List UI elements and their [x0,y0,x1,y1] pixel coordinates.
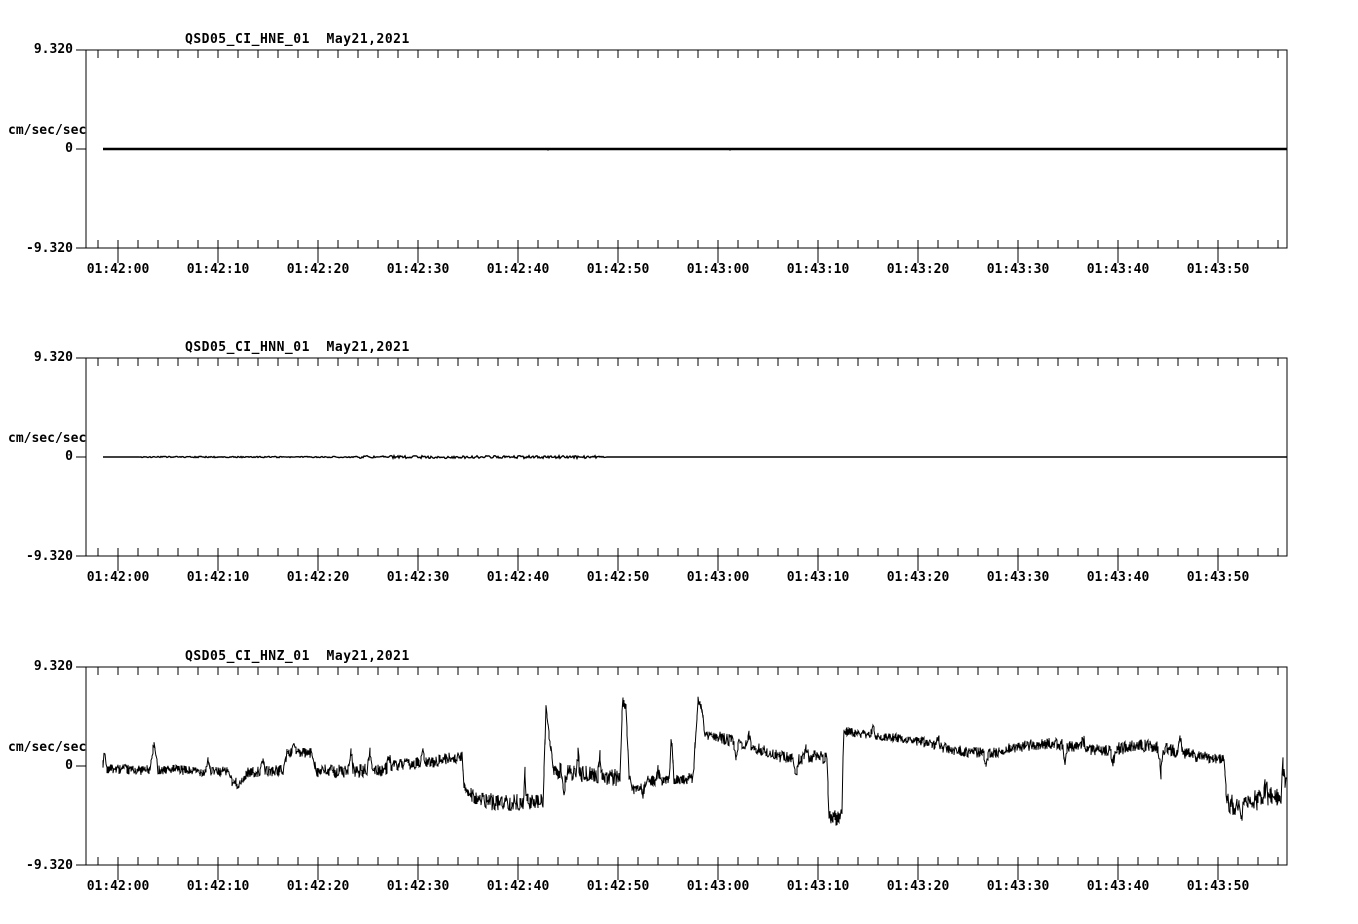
x-major-ticks [117,857,1219,880]
y-max-label: 9.320 [33,42,73,57]
x-tick-label: 01:42:20 [286,262,350,277]
y-unit-label: cm/sec/sec [8,431,87,446]
x-minor-ticks-bottom [97,240,1279,248]
x-axis-labels: 01:42:00 01:42:10 01:42:20 01:42:30 01:42:40… [0,570,1358,586]
axes-frame [85,49,1288,249]
y-zero-label: 0 [65,758,73,773]
x-tick-label: 01:43:40 [1086,262,1150,277]
x-tick-label: 01:43:00 [686,879,750,894]
x-axis-labels: 01:42:00 01:42:10 01:42:20 01:42:30 01:42:40… [0,879,1358,895]
axes-frame [85,666,1288,866]
y-max-label: 9.320 [33,350,73,365]
x-minor-ticks-top [97,50,1279,58]
x-tick-label: 01:42:00 [86,879,150,894]
x-tick-label: 01:42:50 [586,262,650,277]
x-tick-label: 01:43:50 [1186,879,1250,894]
x-tick-label: 01:42:50 [586,879,650,894]
x-tick-label: 01:42:40 [486,262,550,277]
x-tick-label: 01:42:30 [386,570,450,585]
x-axis-labels: 01:42:00 01:42:10 01:42:20 01:42:30 01:42:40… [0,262,1358,278]
x-tick-label: 01:42:30 [386,879,450,894]
x-tick-label: 01:42:40 [486,570,550,585]
axes-frame [85,357,1288,557]
x-tick-label: 01:43:30 [986,879,1050,894]
x-tick-label: 01:42:10 [186,570,250,585]
x-tick-label: 01:43:10 [786,570,850,585]
x-tick-label: 01:42:40 [486,879,550,894]
panel-title-hnn: QSD05_CI_HNN_01 May21,2021 [185,340,410,355]
x-tick-label: 01:42:10 [186,879,250,894]
x-tick-label: 01:43:30 [986,262,1050,277]
y-zero-label: 0 [65,449,73,464]
hnz-trace [102,696,1288,826]
x-tick-label: 01:42:00 [86,262,150,277]
x-minor-ticks-top [97,358,1279,366]
x-tick-label: 01:42:20 [286,570,350,585]
x-tick-label: 01:42:00 [86,570,150,585]
y-unit-label: cm/sec/sec [8,123,87,138]
x-tick-label: 01:43:20 [886,879,950,894]
x-tick-label: 01:43:50 [1186,262,1250,277]
panel-title-hne: QSD05_CI_HNE_01 May21,2021 [185,32,410,47]
panel-title-hnz: QSD05_CI_HNZ_01 May21,2021 [185,649,410,664]
x-tick-label: 01:42:30 [386,262,450,277]
hnn-trace [103,453,1287,461]
y-zero-label: 0 [65,141,73,156]
x-minor-ticks-bottom [97,857,1279,865]
y-unit-label: cm/sec/sec [8,740,87,755]
y-max-label: 9.320 [33,659,73,674]
x-tick-label: 01:43:40 [1086,879,1150,894]
hne-trace-blips [547,149,731,151]
x-tick-label: 01:42:20 [286,879,350,894]
x-minor-ticks-bottom [97,548,1279,556]
x-tick-label: 01:43:10 [786,879,850,894]
x-tick-label: 01:42:50 [586,570,650,585]
x-minor-ticks-top [97,667,1279,675]
x-tick-label: 01:43:10 [786,262,850,277]
x-tick-label: 01:43:20 [886,262,950,277]
x-tick-label: 01:42:10 [186,262,250,277]
x-major-ticks [117,240,1219,263]
y-min-label: -9.320 [26,858,73,873]
x-major-ticks [117,548,1219,571]
y-min-label: -9.320 [26,549,73,564]
x-tick-label: 01:43:50 [1186,570,1250,585]
x-tick-label: 01:43:00 [686,570,750,585]
x-tick-label: 01:43:20 [886,570,950,585]
x-tick-label: 01:43:30 [986,570,1050,585]
x-tick-label: 01:43:40 [1086,570,1150,585]
y-min-label: -9.320 [26,241,73,256]
x-tick-label: 01:43:00 [686,262,750,277]
